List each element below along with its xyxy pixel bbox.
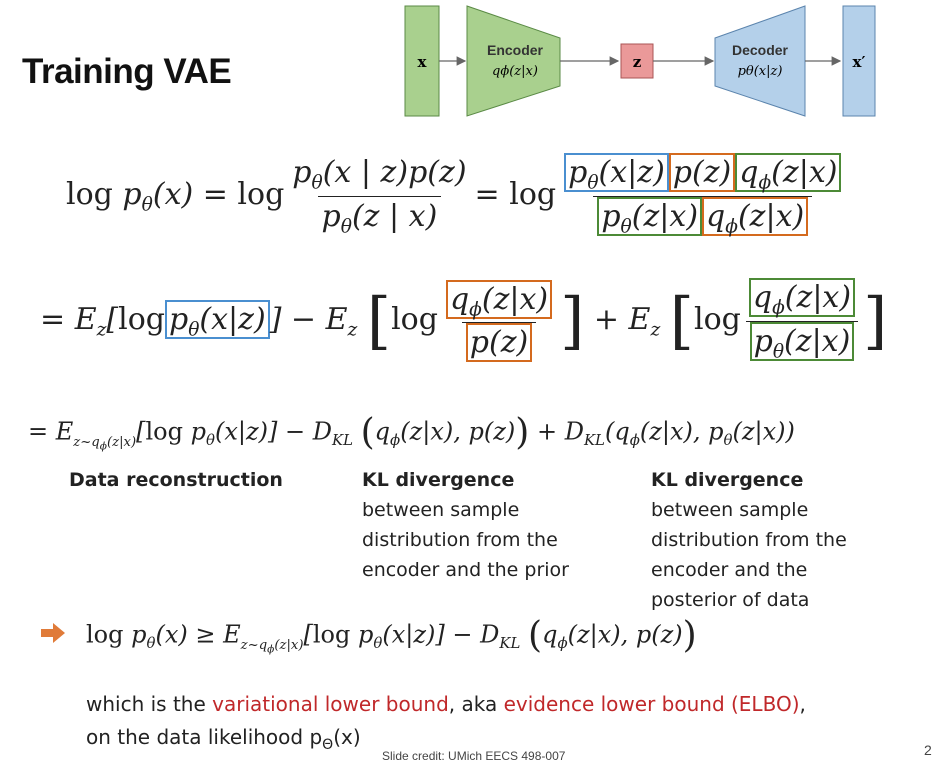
page-number: 2 [924, 742, 932, 758]
latent-label: z [633, 53, 642, 71]
equation-line-1: log pθ(x) = log pθ(x | z)p(z) pθ(z | x) = l… [66, 153, 849, 237]
fraction-2: pθ(x|z) p(z) qϕ(z|x) pθ(z|x) qϕ(z|x) [560, 153, 845, 237]
output-box [842, 5, 876, 117]
encoder-title: Encoder [487, 42, 544, 58]
equation-line-3: = Ez~qϕ(z|x)[log pθ(x|z)] − DKL (qϕ(z|x)… [28, 412, 795, 453]
input-label: x [418, 53, 428, 71]
encoder-shape [466, 5, 561, 117]
input-box [404, 5, 440, 117]
label-data-reconstruction: Data reconstruction [69, 469, 283, 491]
fraction-1: pθ(x | z)p(z) pθ(z | x) [292, 155, 467, 237]
elbo-equation: log pθ(x) ≥ Ez~qϕ(z|x)[log pθ(x|z)] − DK… [86, 615, 697, 656]
decoder-dist: pθ(x|z) [738, 64, 783, 79]
label-kl-posterior: KL divergence between sample distributio… [651, 469, 847, 611]
output-label: x′ [853, 53, 866, 71]
arrow-bullet-icon [41, 623, 65, 643]
conclusion-paragraph: which is the variational lower bound, ak… [86, 692, 806, 753]
equation-line-2: = Ez[log pθ(x|z)] − Ez [log qϕ(z|x) p(z)] +… [40, 278, 888, 363]
decoder-shape [714, 5, 806, 117]
encoder-dist: qϕ(z|x) [492, 64, 538, 79]
vae-diagram: x Encoder qϕ(z|x) z Decoder pθ(x|z) x′ [404, 5, 876, 117]
label-kl-prior: KL divergence between sample distribution… [362, 469, 569, 581]
slide-credit: Slide credit: UMich EECS 498-007 [382, 749, 566, 763]
slide-title: Training VAE [22, 52, 232, 91]
decoder-title: Decoder [732, 42, 789, 58]
